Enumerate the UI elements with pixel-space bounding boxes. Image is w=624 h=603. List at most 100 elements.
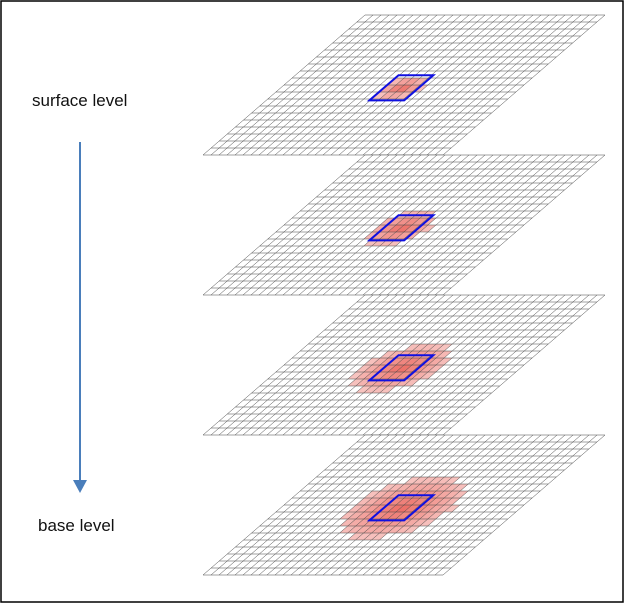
heat-cell [436,484,453,491]
heat-cell [395,85,412,92]
grid-layer [202,294,606,436]
heat-cell [403,505,420,512]
heat-cell [404,484,421,491]
heat-cell [347,372,364,379]
heat-cell [452,491,469,498]
heat-cell [395,505,412,512]
heat-cell [404,358,421,365]
heat-cell [371,533,388,540]
heat-cell [355,365,372,372]
heat-cell [347,519,364,526]
heat-cell [380,484,397,491]
heat-cell [379,372,396,379]
heat-cell [404,498,421,505]
heat-cell [395,512,412,519]
heat-cell [411,512,428,519]
heat-cell [347,526,364,533]
heat-cell [427,365,444,372]
heat-cell [428,477,445,484]
heat-cell [403,379,420,386]
heat-cell [436,358,453,365]
heat-cell [363,365,380,372]
heat-cell [363,526,380,533]
heat-cell [388,498,405,505]
heat-cell [420,344,437,351]
heat-cell [404,218,421,225]
bottom-label: base level [38,516,115,535]
heat-cell [412,477,429,484]
heat-cell [371,372,388,379]
heat-cell [363,505,380,512]
heat-cell [387,225,404,232]
heat-cell [339,519,356,526]
heat-cell [412,78,429,85]
heat-cell [347,512,364,519]
heat-cell [355,505,372,512]
heat-cell [388,78,405,85]
heat-cell [444,491,461,498]
heat-cell [403,519,420,526]
heat-cell [355,372,372,379]
heat-cell [427,512,444,519]
heat-cell [444,498,461,505]
heat-cell [395,365,412,372]
heat-cell [435,505,452,512]
heat-cell [388,484,405,491]
heat-cell [387,512,404,519]
heat-cell [452,484,469,491]
heat-cell [395,519,412,526]
heat-cell [371,526,388,533]
heat-cell [387,372,404,379]
heat-cell [428,484,445,491]
heat-cell [387,85,404,92]
heat-cell [371,232,388,239]
heat-cell [371,386,388,393]
heat-cell [347,533,364,540]
heat-cell [444,477,461,484]
heat-cell [388,358,405,365]
focus-cell [366,354,437,382]
heat-cell [356,498,373,505]
heat-cell [419,225,436,232]
heat-cell [395,379,412,386]
heat-cell [419,519,436,526]
heat-cell [355,533,372,540]
heat-cell [428,498,445,505]
arrow-head [73,480,87,493]
heat-cell [387,92,404,99]
heat-cell [396,484,413,491]
heat-cell [436,344,453,351]
heat-cell [444,484,461,491]
heat-cell [364,358,381,365]
heat-cell [379,526,396,533]
heat-cell [380,491,397,498]
heat-cell [403,85,420,92]
heat-cell [387,365,404,372]
heat-cell [395,526,412,533]
heat-cell [363,386,380,393]
heat-cell [443,505,460,512]
focus-cell [366,494,437,522]
heat-cell [355,526,372,533]
heat-cell [428,344,445,351]
heat-cell [411,519,428,526]
heat-cell [419,365,436,372]
heat-cell [428,358,445,365]
heat-cell [412,218,429,225]
heat-cell [420,484,437,491]
heat-cell [372,498,389,505]
heat-cell [436,351,453,358]
heat-cell [388,491,405,498]
heat-cell [364,491,381,498]
heat-cell [379,92,396,99]
grid-layer [202,14,606,156]
heat-cell [379,232,396,239]
heat-cell [419,505,436,512]
heat-cell [396,358,413,365]
heat-cell [396,498,413,505]
heat-cell [411,372,428,379]
heat-cell [412,344,429,351]
layers [202,14,606,576]
